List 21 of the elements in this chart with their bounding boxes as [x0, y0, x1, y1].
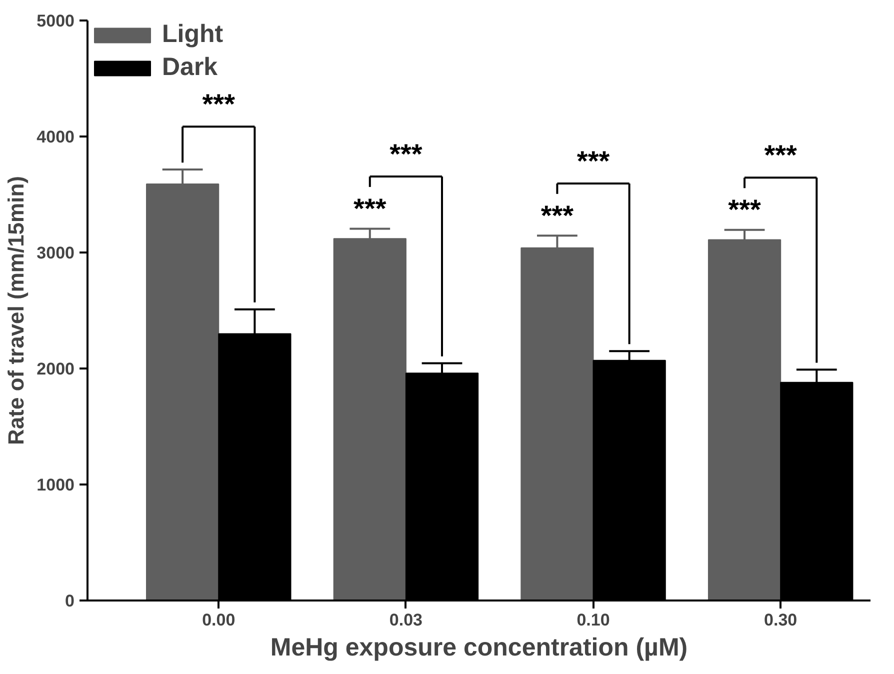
x-tick-label: 0.00: [202, 610, 236, 630]
x-tick-label: 0.30: [764, 610, 798, 630]
annotation: ***: [764, 140, 798, 171]
y-tick-label: 2000: [36, 360, 75, 378]
y-tick-label: 3000: [36, 244, 75, 262]
annotation: ***: [540, 200, 574, 232]
y-tick-label: 0: [65, 592, 75, 610]
y-tick-label: 4000: [36, 128, 75, 146]
annotation: ***: [390, 138, 422, 170]
annotation: ***: [576, 146, 610, 177]
annotation: ***: [354, 193, 386, 224]
x-tick-label: 0.10: [576, 610, 610, 630]
annotation: ***: [202, 88, 236, 120]
y-tick-label: 5000: [36, 12, 75, 30]
x-tick-label: 0.03: [389, 610, 422, 630]
y-axis-title: Rate of travel (mm/15min): [4, 176, 29, 445]
legend-label: Light: [162, 20, 224, 49]
y-tick-label: 1000: [36, 476, 75, 494]
legend-label: Dark: [162, 53, 218, 82]
x-axis-title: MeHg exposure concentration (µM): [270, 634, 688, 662]
annotation: ***: [728, 194, 761, 226]
